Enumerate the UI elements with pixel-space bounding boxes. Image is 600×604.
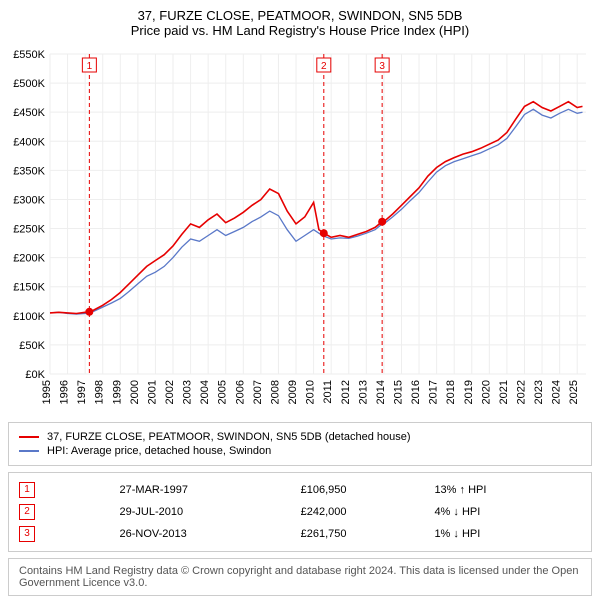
x-axis-label: 2016 xyxy=(410,380,422,404)
chart-title-2: Price paid vs. HM Land Registry's House … xyxy=(8,23,592,38)
y-axis-label: £0K xyxy=(25,369,45,381)
transaction-cell: 27-MAR-1997 xyxy=(120,479,301,501)
transaction-row: 1 27-MAR-1997£106,95013% ↑ HPI xyxy=(19,479,581,501)
legend: 37, FURZE CLOSE, PEATMOOR, SWINDON, SN5 … xyxy=(8,422,592,466)
x-axis-label: 2013 xyxy=(357,380,369,404)
y-axis-label: £100K xyxy=(13,311,45,323)
x-axis-label: 2007 xyxy=(252,380,264,404)
x-axis-label: 2005 xyxy=(217,380,229,404)
x-axis-label: 2018 xyxy=(445,380,457,404)
transaction-row: 3 26-NOV-2013£261,7501% ↓ HPI xyxy=(19,523,581,545)
x-axis-label: 2021 xyxy=(498,380,510,404)
x-axis-label: 2009 xyxy=(287,380,299,404)
y-axis-label: £500K xyxy=(13,78,45,90)
sale-dot xyxy=(85,308,93,316)
x-axis-label: 2004 xyxy=(199,380,211,404)
sale-marker-number: 1 xyxy=(87,61,93,72)
x-axis-label: 2023 xyxy=(533,380,545,404)
x-axis-label: 2003 xyxy=(182,380,194,404)
marker-box-icon: 1 xyxy=(19,482,35,498)
y-axis-label: £50K xyxy=(19,340,45,352)
x-axis-label: 1997 xyxy=(76,380,88,404)
sale-dot xyxy=(378,218,386,226)
x-axis-label: 2000 xyxy=(129,380,141,404)
x-axis-label: 1998 xyxy=(94,380,106,404)
y-axis-label: £250K xyxy=(13,224,45,236)
x-axis-label: 1999 xyxy=(111,380,123,404)
legend-swatch xyxy=(19,450,39,452)
marker-box-icon: 3 xyxy=(19,526,35,542)
transaction-cell: 13% ↑ HPI xyxy=(434,479,581,501)
y-axis-label: £400K xyxy=(13,136,45,148)
transaction-cell: £242,000 xyxy=(301,501,435,523)
x-axis-label: 2008 xyxy=(269,380,281,404)
x-axis-label: 2024 xyxy=(551,380,563,404)
transaction-row: 2 29-JUL-2010£242,0004% ↓ HPI xyxy=(19,501,581,523)
y-axis-label: £200K xyxy=(13,253,45,265)
x-axis-label: 2012 xyxy=(340,380,352,404)
x-axis-label: 2019 xyxy=(463,380,475,404)
chart-title-1: 37, FURZE CLOSE, PEATMOOR, SWINDON, SN5 … xyxy=(8,8,592,23)
x-axis-label: 2011 xyxy=(322,380,334,404)
transactions-table: 1 27-MAR-1997£106,95013% ↑ HPI 2 29-JUL-201… xyxy=(8,472,592,552)
x-axis-label: 2006 xyxy=(234,380,246,404)
sale-dot xyxy=(320,229,328,237)
transaction-cell: 4% ↓ HPI xyxy=(434,501,581,523)
series-property xyxy=(50,102,583,314)
x-axis-label: 1996 xyxy=(59,380,71,404)
transaction-cell: £261,750 xyxy=(301,523,435,545)
x-axis-label: 2020 xyxy=(480,380,492,404)
x-axis-label: 2015 xyxy=(392,380,404,404)
transaction-marker: 1 xyxy=(19,479,120,501)
legend-swatch xyxy=(19,436,39,438)
transaction-cell: 1% ↓ HPI xyxy=(434,523,581,545)
attribution-footer: Contains HM Land Registry data © Crown c… xyxy=(8,558,592,596)
sale-marker-number: 2 xyxy=(321,61,327,72)
x-axis-label: 2014 xyxy=(375,380,387,404)
transaction-cell: 26-NOV-2013 xyxy=(120,523,301,545)
transaction-marker: 3 xyxy=(19,523,120,545)
legend-item: 37, FURZE CLOSE, PEATMOOR, SWINDON, SN5 … xyxy=(19,431,581,443)
x-axis-label: 2002 xyxy=(164,380,176,404)
legend-label: HPI: Average price, detached house, Swin… xyxy=(47,445,271,457)
transaction-cell: £106,950 xyxy=(301,479,435,501)
transaction-marker: 2 xyxy=(19,501,120,523)
y-axis-label: £150K xyxy=(13,282,45,294)
y-axis-label: £550K xyxy=(13,49,45,61)
price-chart: £0K £50K £100K £150K £200K £250K £300K £350K £40… xyxy=(8,46,592,416)
x-axis-label: 2017 xyxy=(428,380,440,404)
sale-marker-number: 3 xyxy=(379,61,385,72)
x-axis-label: 2025 xyxy=(568,380,580,404)
marker-box-icon: 2 xyxy=(19,504,35,520)
x-axis-label: 1995 xyxy=(41,380,53,404)
y-axis-label: £300K xyxy=(13,194,45,206)
legend-item: HPI: Average price, detached house, Swin… xyxy=(19,445,581,457)
x-axis-label: 2001 xyxy=(146,380,158,404)
transaction-cell: 29-JUL-2010 xyxy=(120,501,301,523)
legend-label: 37, FURZE CLOSE, PEATMOOR, SWINDON, SN5 … xyxy=(47,431,411,443)
x-axis-label: 2022 xyxy=(515,380,527,404)
y-axis-label: £350K xyxy=(13,165,45,177)
y-axis-label: £450K xyxy=(13,107,45,119)
x-axis-label: 2010 xyxy=(305,380,317,404)
